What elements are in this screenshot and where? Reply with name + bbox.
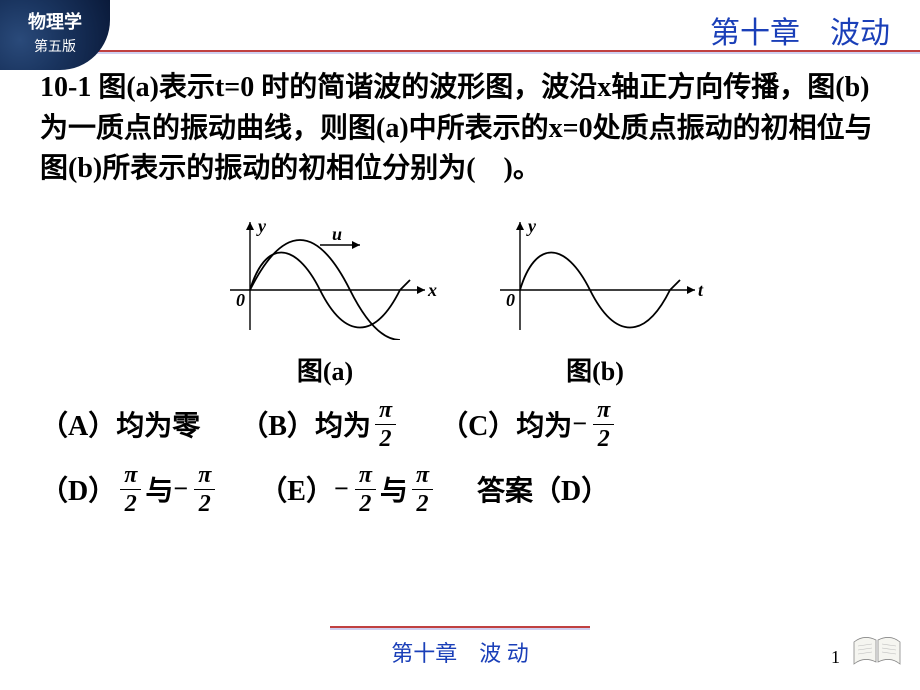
option-a-text: 均为零: [116, 404, 200, 444]
option-d-joiner: 与: [145, 469, 173, 509]
diagram-a-xlabel: x: [427, 280, 437, 300]
footer-text: 第十章 波 动: [330, 626, 590, 668]
diagram-b-ylabel: y: [526, 216, 537, 236]
diagram-a-caption: 图(a): [210, 351, 440, 388]
option-b-frac: π2: [375, 398, 396, 451]
option-e-neg1: −: [334, 474, 349, 504]
diagram-b-svg: y t 0: [480, 210, 710, 340]
diagram-a-ylabel: y: [256, 216, 267, 236]
diagram-b-block: y t 0 图(b): [480, 210, 710, 388]
diagram-b-origin: 0: [506, 290, 515, 310]
option-c-neg: −: [572, 409, 587, 439]
option-c-prefix: 均为: [516, 404, 572, 444]
header-bar: 物理学 第五版 第十章 波动: [0, 0, 920, 45]
diagram-a-svg: y x 0 u⃗: [210, 210, 440, 340]
options-row-1: （A）均为零 （B）均为 π2 （C）均为 − π2: [40, 398, 880, 451]
badge-subtitle: 第五版: [0, 36, 110, 56]
option-a: （A）均为零: [40, 404, 200, 444]
diagram-a-origin: 0: [236, 290, 245, 310]
badge-title: 物理学: [0, 8, 110, 34]
chapter-title: 第十章 波动: [710, 8, 890, 52]
answer-label: 答案（D）: [477, 469, 609, 509]
diagram-row: y x 0 u⃗ 图(a) y t 0 图(b): [40, 210, 880, 388]
diagram-b-caption: 图(b): [480, 351, 710, 388]
option-b-prefix: 均为: [315, 404, 371, 444]
option-e-frac1: π2: [355, 463, 376, 516]
content-area: 10-1 图(a)表示t=0 时的简谐波的波形图，波沿x轴正方向传播，图(b)为…: [40, 68, 880, 528]
header-divider: [0, 50, 920, 54]
textbook-badge: 物理学 第五版: [0, 0, 110, 70]
option-d: （D） π2 与 − π2: [40, 463, 219, 516]
page-number: 1: [831, 647, 840, 668]
book-icon: [852, 634, 902, 670]
options-row-2: （D） π2 与 − π2 （E） − π2 与 π2 答案（D）: [40, 463, 880, 516]
footer: 第十章 波 动: [0, 626, 920, 668]
option-d-frac2: π2: [194, 463, 215, 516]
option-c: （C）均为 − π2: [440, 398, 618, 451]
diagram-b-xlabel: t: [698, 280, 704, 300]
option-c-frac: π2: [593, 398, 614, 451]
option-d-neg: −: [173, 474, 188, 504]
diagram-a-u: u⃗: [332, 224, 356, 244]
options-block: （A）均为零 （B）均为 π2 （C）均为 − π2 （D） π2 与 − π2…: [40, 398, 880, 516]
option-b: （B）均为 π2: [240, 398, 400, 451]
question-text: 10-1 图(a)表示t=0 时的简谐波的波形图，波沿x轴正方向传播，图(b)为…: [40, 68, 880, 190]
option-d-frac1: π2: [120, 463, 141, 516]
option-e: （E） − π2 与 π2: [259, 463, 437, 516]
option-e-joiner: 与: [380, 469, 408, 509]
option-e-frac2: π2: [412, 463, 433, 516]
diagram-a-block: y x 0 u⃗ 图(a): [210, 210, 440, 388]
